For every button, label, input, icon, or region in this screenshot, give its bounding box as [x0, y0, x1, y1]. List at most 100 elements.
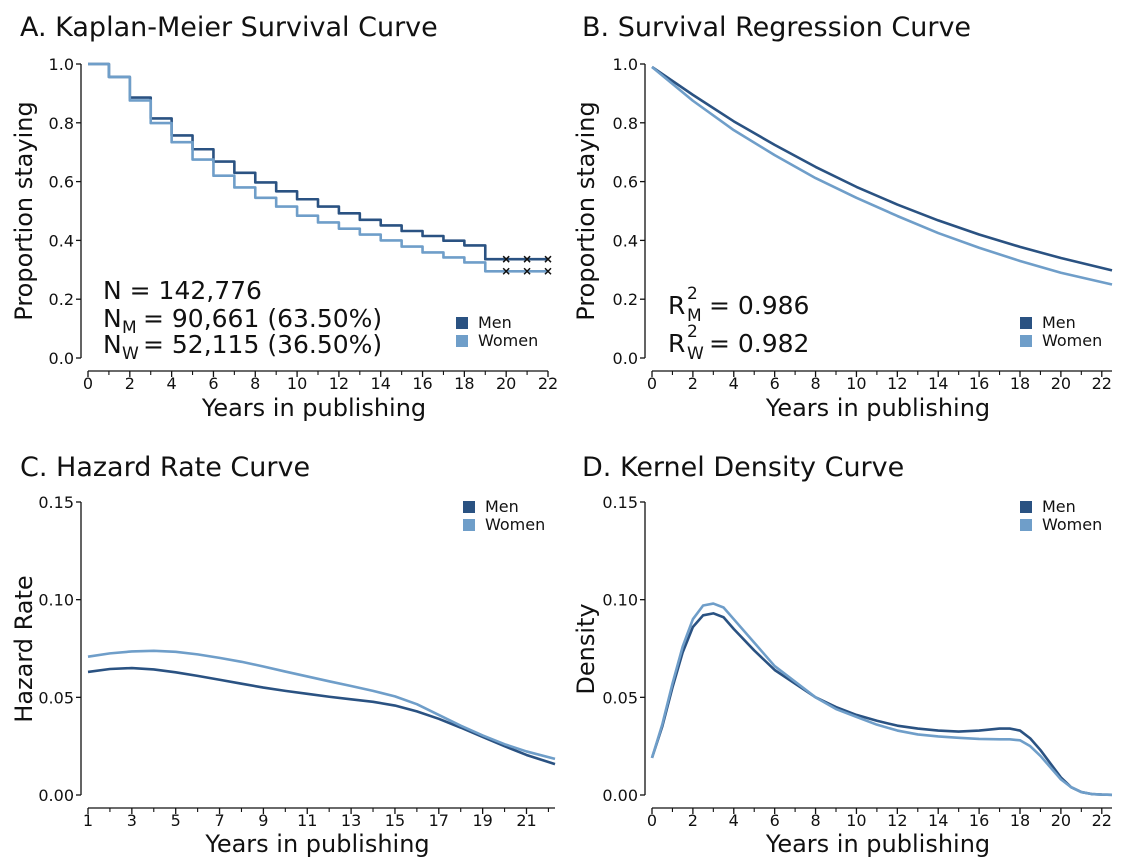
x-tick-label: 0 — [647, 374, 657, 393]
y-tick-label: 0.0 — [49, 349, 74, 368]
x-tick-label: 14 — [928, 374, 948, 393]
y-tick-label: 0.15 — [602, 493, 638, 512]
legend-label-women: Women — [1042, 331, 1102, 350]
annotation-n-women: = 52,115 (36.50%) — [143, 330, 382, 359]
censor-mark — [523, 255, 531, 263]
y-tick-label: 0.4 — [613, 231, 638, 250]
legend-label-women: Women — [1042, 515, 1102, 534]
panel-c-plot: 0.000.050.100.151 3 5 7 9 11 13 15 17 19 21Hazard … — [10, 493, 556, 858]
legend-swatch-women — [1020, 519, 1032, 531]
y-tick-label: 0.00 — [602, 786, 638, 805]
series-line-men — [87, 666, 556, 766]
annotation-r-women-sub: W — [687, 344, 704, 364]
y-tick-label: 0.6 — [49, 173, 74, 192]
annotation-n-men-letter: N — [103, 304, 122, 333]
x-tick-label: 10 — [846, 374, 866, 393]
series-line-men — [651, 65, 1113, 272]
legend-swatch-men — [456, 317, 468, 329]
x-tick-label: 18 — [1010, 374, 1030, 393]
y-tick-label: 0.2 — [613, 290, 638, 309]
annotation-r-women-sup: 2 — [687, 322, 698, 342]
y-tick-label: 0.10 — [38, 591, 74, 610]
x-tick-label: 18 — [1010, 811, 1030, 830]
x-tick-label: 6 — [208, 374, 218, 393]
x-tick-label: 7 — [214, 811, 224, 830]
panel-a-plot: 0.0 0.2 0.4 0.6 0.8 1.0 0 2 4 6 8 10 12 14 16 18 20 22 Pro… — [10, 55, 558, 422]
y-axis-title: Hazard Rate — [10, 575, 38, 722]
series-line-women — [87, 649, 556, 761]
panel-d-title: D. Kernel Density Curve — [582, 452, 905, 483]
x-tick-label: 22 — [1092, 811, 1112, 830]
y-tick-label: 0.2 — [49, 290, 74, 309]
x-tick-label: 1 — [83, 811, 93, 830]
x-axis-title: Years in publishing — [204, 830, 429, 858]
panel-b-plot: 0.00.20.40.60.81.00 2 4 6 8 10 12 14 16 18 20 22Pro… — [572, 55, 1113, 422]
censor-mark — [544, 255, 552, 263]
panel-d-plot: 0.00 0.05 0.10 0.15 0 2 4 6 8 10 12 14 16 18 20 22 Densi… — [572, 493, 1113, 858]
y-tick-label: 1.0 — [49, 55, 74, 74]
x-tick-label: 22 — [1092, 374, 1112, 393]
y-tick-label: 0.8 — [49, 114, 74, 133]
annotation-n-men-sub: M — [122, 318, 137, 338]
annotation-n-men: = 90,661 (63.50%) — [143, 304, 382, 333]
legend-label-men: Men — [478, 313, 512, 332]
x-tick-label: 13 — [341, 811, 361, 830]
x-tick-label: 22 — [538, 374, 558, 393]
annotation-r-men: = 0.986 — [709, 291, 809, 320]
annotation-r-women-letter: R — [668, 329, 685, 358]
legend-swatch-men — [1020, 317, 1032, 329]
series-line-men — [650, 612, 1113, 797]
x-tick-label: 21 — [516, 811, 536, 830]
legend-swatch-women — [1020, 335, 1032, 347]
panel-c-title: C. Hazard Rate Curve — [20, 452, 311, 483]
x-tick-label: 16 — [969, 811, 989, 830]
x-tick-label: 18 — [454, 374, 474, 393]
legend-label-men: Men — [1042, 313, 1076, 332]
annotation-r-men-letter: R — [668, 291, 685, 320]
legend-swatch-men — [463, 501, 475, 513]
y-tick-label: 1.0 — [613, 55, 638, 74]
annotation-n-total: N = 142,776 — [103, 276, 262, 305]
annotation-r-men-sub: M — [687, 306, 702, 326]
x-tick-label: 16 — [969, 374, 989, 393]
x-tick-label: 0 — [83, 374, 93, 393]
x-tick-label: 12 — [887, 811, 907, 830]
x-tick-label: 4 — [729, 374, 739, 393]
y-axis-title: Proportion staying — [572, 101, 600, 320]
censor-mark — [523, 267, 531, 275]
x-tick-label: 10 — [287, 374, 307, 393]
legend-label-men: Men — [485, 497, 519, 516]
x-tick-label: 19 — [472, 811, 492, 830]
y-tick-label: 0.8 — [613, 114, 638, 133]
legend-swatch-men — [1020, 501, 1032, 513]
x-tick-label: 20 — [496, 374, 516, 393]
censor-mark — [502, 267, 510, 275]
x-tick-label: 14 — [928, 811, 948, 830]
y-tick-label: 0.10 — [602, 591, 638, 610]
x-tick-label: 20 — [1051, 374, 1071, 393]
x-tick-label: 12 — [329, 374, 349, 393]
x-axis-title: Years in publishing — [765, 394, 990, 422]
series-line-women — [651, 65, 1113, 286]
x-tick-label: 2 — [688, 374, 698, 393]
annotation-r-women: = 0.982 — [709, 329, 809, 358]
x-tick-label: 2 — [125, 374, 135, 393]
y-tick-label: 0.4 — [49, 231, 74, 250]
annotation-r-men-sup: 2 — [687, 284, 698, 304]
x-tick-label: 5 — [171, 811, 181, 830]
x-tick-label: 14 — [371, 374, 391, 393]
y-tick-label: 0.6 — [613, 173, 638, 192]
x-tick-label: 12 — [887, 374, 907, 393]
y-axis-title: Density — [572, 603, 600, 694]
x-tick-label: 11 — [297, 811, 317, 830]
y-tick-label: 0.05 — [38, 688, 74, 707]
legend-label-men: Men — [1042, 497, 1076, 516]
legend-swatch-women — [463, 519, 475, 531]
legend-label-women: Women — [478, 331, 538, 350]
x-tick-label: 2 — [688, 811, 698, 830]
series-line-men — [88, 62, 548, 261]
x-tick-label: 10 — [846, 811, 866, 830]
x-tick-label: 9 — [258, 811, 268, 830]
annotation-n-women-letter: N — [103, 330, 122, 359]
